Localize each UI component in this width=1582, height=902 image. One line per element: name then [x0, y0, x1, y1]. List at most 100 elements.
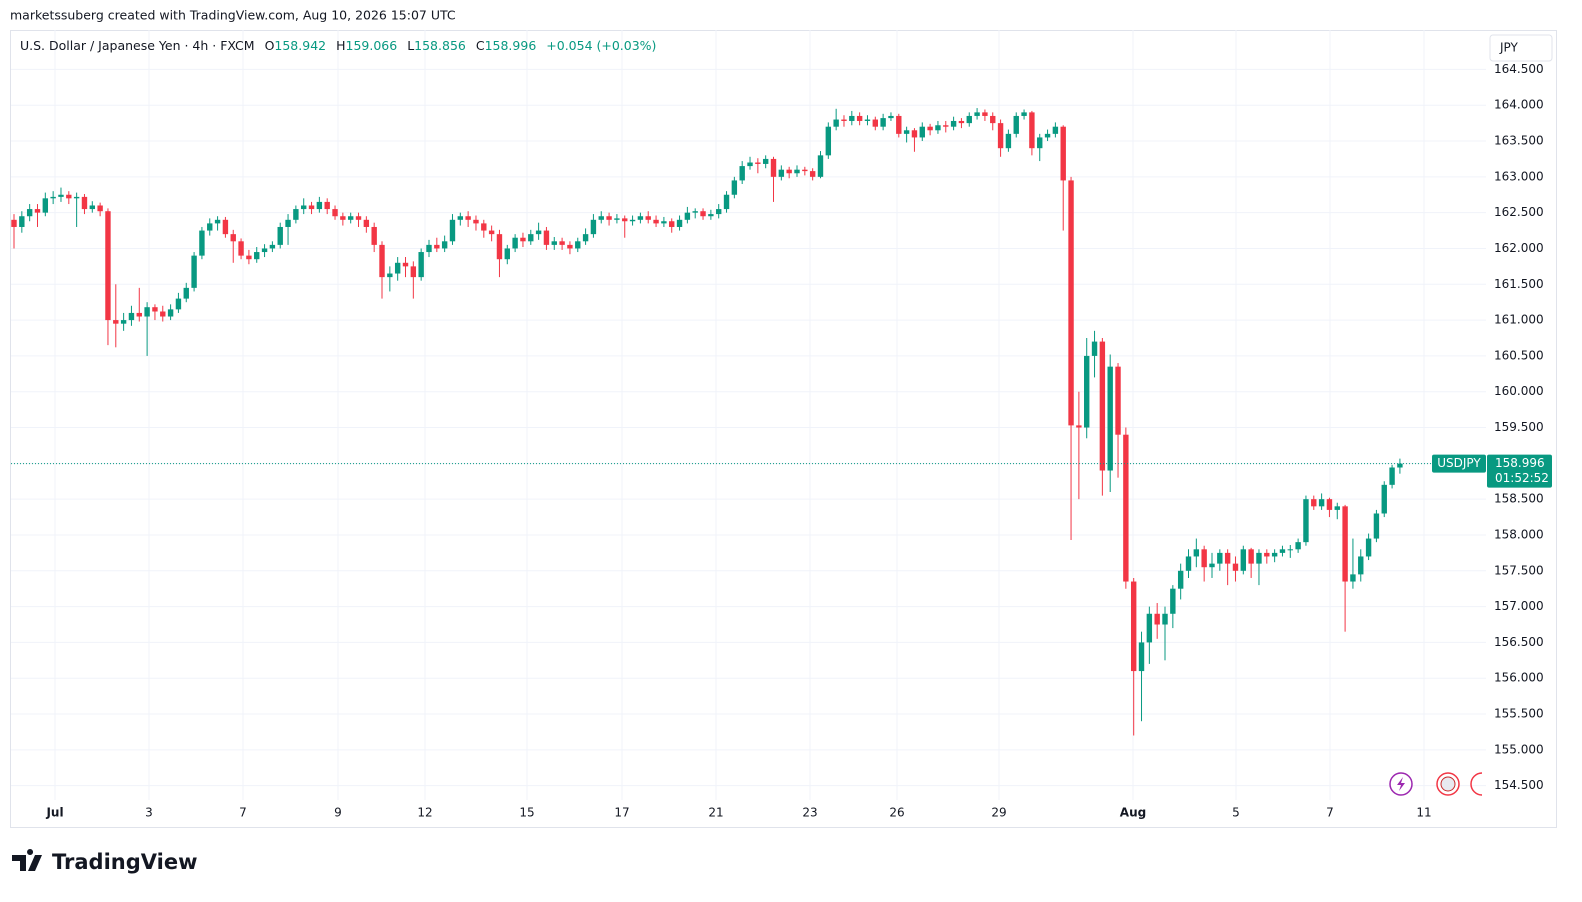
y-tick-label: 155.500 — [1494, 707, 1544, 721]
candle-body — [1013, 115, 1019, 134]
event-icon[interactable] — [1470, 772, 1483, 796]
candle-body — [371, 226, 377, 245]
candle-body — [1029, 112, 1035, 149]
logo-mark — [12, 849, 42, 871]
candle-body — [449, 219, 456, 242]
x-tick-label: 26 — [889, 806, 904, 820]
candle-body — [911, 130, 918, 138]
x-tick-label: 3 — [145, 806, 153, 820]
candle-body — [645, 216, 651, 220]
candle-body — [1138, 642, 1145, 672]
candle-body — [1350, 574, 1356, 582]
candle-body — [1271, 552, 1278, 557]
candle-body — [582, 234, 589, 242]
candle-body — [1185, 556, 1192, 571]
y-tick-label: 162.500 — [1494, 205, 1544, 219]
candle-body — [770, 158, 777, 177]
candle-body — [488, 230, 495, 235]
y-tick-label: 161.000 — [1494, 313, 1544, 327]
x-tick-label: 11 — [1416, 806, 1431, 820]
x-tick-label: Jul — [45, 806, 63, 820]
candle-body — [802, 169, 808, 172]
candle-body — [817, 155, 824, 177]
y-tick-label: 159.500 — [1494, 420, 1544, 434]
candle-body — [324, 201, 330, 210]
candle-body — [1397, 463, 1403, 468]
candle-body — [841, 119, 847, 121]
candle-body — [144, 307, 150, 317]
x-tick-label: 5 — [1232, 806, 1240, 820]
candle-body — [73, 196, 80, 199]
candle-body — [301, 205, 307, 210]
event-icon-flag — [1440, 776, 1456, 792]
candle-body — [849, 115, 855, 121]
candle-body — [543, 230, 550, 245]
candle-body — [19, 216, 25, 227]
candle-body — [567, 244, 573, 249]
candle-body — [1248, 549, 1254, 564]
candle-body — [872, 119, 878, 127]
y-tick-label: 157.500 — [1494, 563, 1544, 577]
candle-body — [1311, 499, 1317, 507]
symbol-tag — [1432, 454, 1486, 473]
symbol-title: U.S. Dollar / Japanese Yen · 4h · FXCM — [20, 38, 255, 53]
candle-body — [496, 234, 503, 260]
brand: TradingView — [52, 850, 197, 874]
candle-body — [1123, 434, 1129, 582]
candle-body — [379, 244, 385, 278]
y-tick-label: 163.000 — [1494, 169, 1544, 183]
candle-body — [105, 211, 111, 321]
candle-body — [136, 312, 142, 317]
y-tick-label: 164.000 — [1494, 98, 1544, 112]
candle-body — [958, 120, 965, 124]
c-label: C — [476, 38, 485, 53]
candle-body — [723, 194, 730, 210]
currency[interactable]: JPY — [1499, 41, 1519, 55]
candle-body — [1084, 355, 1090, 428]
candle-body — [1170, 588, 1176, 614]
candle-body — [1326, 499, 1333, 510]
x-tick-label: 21 — [708, 806, 723, 820]
candle-body — [402, 262, 409, 267]
candle-body — [254, 252, 260, 260]
candle-body — [363, 219, 370, 227]
candle-body — [888, 115, 894, 119]
candle-body — [982, 112, 988, 116]
candle-body — [89, 205, 95, 210]
candle-body — [622, 218, 628, 222]
candle-body — [441, 241, 448, 249]
candle-body — [199, 230, 205, 256]
candle-body — [809, 171, 816, 177]
candle-body — [1365, 538, 1372, 557]
candle-body — [1209, 563, 1215, 568]
candle-body — [739, 166, 745, 181]
candle-body — [191, 255, 197, 288]
y-tick-label: 156.000 — [1494, 671, 1544, 685]
candle-body — [1193, 549, 1200, 557]
candle-body — [676, 219, 683, 227]
y-tick-label: 160.500 — [1494, 348, 1544, 362]
candle-body — [864, 119, 871, 121]
candle-body — [418, 252, 424, 278]
candle-body — [120, 320, 127, 324]
candle-body — [230, 234, 236, 242]
candle-body — [293, 209, 299, 220]
candle-body — [1099, 341, 1106, 471]
candle-body — [340, 216, 346, 220]
candle-body — [927, 126, 933, 131]
y-tick-label: 157.000 — [1494, 599, 1544, 613]
y-tick-label: 154.500 — [1494, 778, 1544, 792]
candle-body — [950, 120, 957, 127]
candle-body — [214, 219, 221, 224]
candle-body — [1068, 180, 1074, 426]
candle-body — [410, 266, 417, 278]
candle-body — [535, 230, 542, 235]
candle-body — [637, 216, 644, 220]
candle-body — [277, 226, 283, 245]
candle-body — [880, 118, 886, 127]
candle-body — [747, 162, 753, 167]
currency-button[interactable] — [1489, 34, 1553, 62]
candle-body — [1295, 542, 1301, 550]
event-icon-bolt — [1397, 777, 1405, 791]
candle-body — [919, 126, 925, 138]
